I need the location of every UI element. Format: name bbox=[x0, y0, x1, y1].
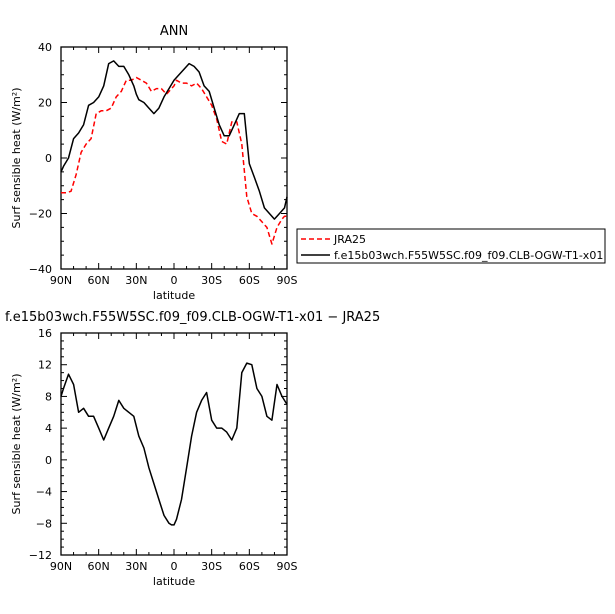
y-tick-label: −8 bbox=[36, 517, 52, 530]
y-axis-label: Surf sensible heat (W/m²) bbox=[10, 88, 23, 229]
legend: JRA25 f.e15b03wch.F55W5SC.f09_f09.CLB-OGW… bbox=[296, 228, 606, 264]
y-tick-label: 8 bbox=[45, 390, 52, 403]
x-tick-label: 30S bbox=[201, 274, 222, 287]
x-tick-label: 90N bbox=[50, 274, 72, 287]
y-tick-label: −12 bbox=[29, 549, 52, 562]
x-tick-label: 60N bbox=[88, 560, 110, 573]
legend-box bbox=[296, 228, 606, 264]
x-tick-label: 60N bbox=[88, 274, 110, 287]
bottom-chart: f.e15b03wch.F55W5SC.f09_f09.CLB-OGW-T1-x… bbox=[5, 310, 380, 588]
legend-label-1: JRA25 bbox=[333, 233, 366, 246]
x-tick-label: 0 bbox=[171, 274, 178, 287]
x-tick-label: 90S bbox=[277, 560, 298, 573]
y-tick-label: −20 bbox=[29, 208, 52, 221]
x-tick-label: 30S bbox=[201, 560, 222, 573]
x-tick-label: 90N bbox=[50, 560, 72, 573]
x-tick-label: 0 bbox=[171, 560, 178, 573]
plot-frame bbox=[60, 332, 288, 556]
x-axis-label: latitude bbox=[153, 575, 195, 588]
series-line-1 bbox=[61, 76, 287, 245]
y-tick-label: 40 bbox=[38, 41, 52, 54]
x-tick-label: 30N bbox=[125, 560, 147, 573]
x-tick-label: 60S bbox=[239, 274, 260, 287]
x-tick-label: 30N bbox=[125, 274, 147, 287]
series-line-1 bbox=[60, 362, 288, 526]
y-tick-label: 20 bbox=[38, 97, 52, 110]
y-axis-label: Surf sensible heat (W/m²) bbox=[10, 374, 23, 515]
series-line-2 bbox=[60, 60, 288, 220]
y-tick-label: 4 bbox=[45, 422, 52, 435]
y-tick-label: 16 bbox=[38, 327, 52, 340]
y-tick-label: −40 bbox=[29, 263, 52, 276]
y-tick-label: 12 bbox=[38, 359, 52, 372]
chart-title: ANN bbox=[160, 24, 188, 39]
legend-label-2: f.e15b03wch.F55W5SC.f09_f09.CLB-OGW-T1-x… bbox=[334, 249, 603, 262]
y-tick-label: 0 bbox=[45, 454, 52, 467]
top-chart: ANN 90N 60N 30N 0 30S 60S 90S −40 −20 0 20 40 latitud… bbox=[10, 24, 298, 302]
x-axis-label: latitude bbox=[153, 289, 195, 302]
y-tick-label: −4 bbox=[36, 486, 52, 499]
y-tick-label: 0 bbox=[45, 152, 52, 165]
x-tick-label: 90S bbox=[277, 274, 298, 287]
chart-title: f.e15b03wch.F55W5SC.f09_f09.CLB-OGW-T1-x… bbox=[5, 310, 380, 325]
x-tick-label: 60S bbox=[239, 560, 260, 573]
